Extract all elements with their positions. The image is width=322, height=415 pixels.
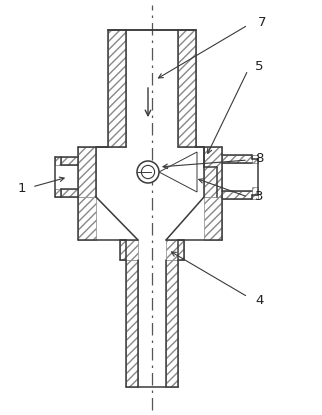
Bar bbox=[126, 260, 138, 387]
Bar bbox=[252, 155, 258, 159]
Bar bbox=[78, 197, 96, 240]
Text: 8: 8 bbox=[255, 151, 263, 164]
Bar bbox=[55, 157, 61, 165]
Bar bbox=[55, 189, 78, 197]
Bar bbox=[166, 240, 184, 260]
Bar bbox=[252, 195, 258, 199]
Circle shape bbox=[137, 161, 159, 183]
Text: 7: 7 bbox=[258, 15, 267, 29]
Bar bbox=[178, 30, 196, 147]
Bar bbox=[252, 187, 258, 195]
Bar bbox=[78, 147, 96, 197]
Bar bbox=[222, 191, 258, 199]
Text: 4: 4 bbox=[255, 293, 263, 307]
Text: 3: 3 bbox=[255, 190, 263, 203]
Bar bbox=[252, 155, 258, 163]
Text: 1: 1 bbox=[18, 183, 26, 195]
Bar bbox=[108, 30, 126, 147]
Bar bbox=[55, 189, 61, 197]
Text: 5: 5 bbox=[255, 61, 263, 73]
Bar bbox=[120, 240, 138, 260]
Bar bbox=[222, 155, 258, 163]
Bar bbox=[55, 157, 78, 165]
Bar bbox=[204, 147, 222, 197]
Bar bbox=[166, 260, 178, 387]
Bar bbox=[204, 197, 222, 240]
